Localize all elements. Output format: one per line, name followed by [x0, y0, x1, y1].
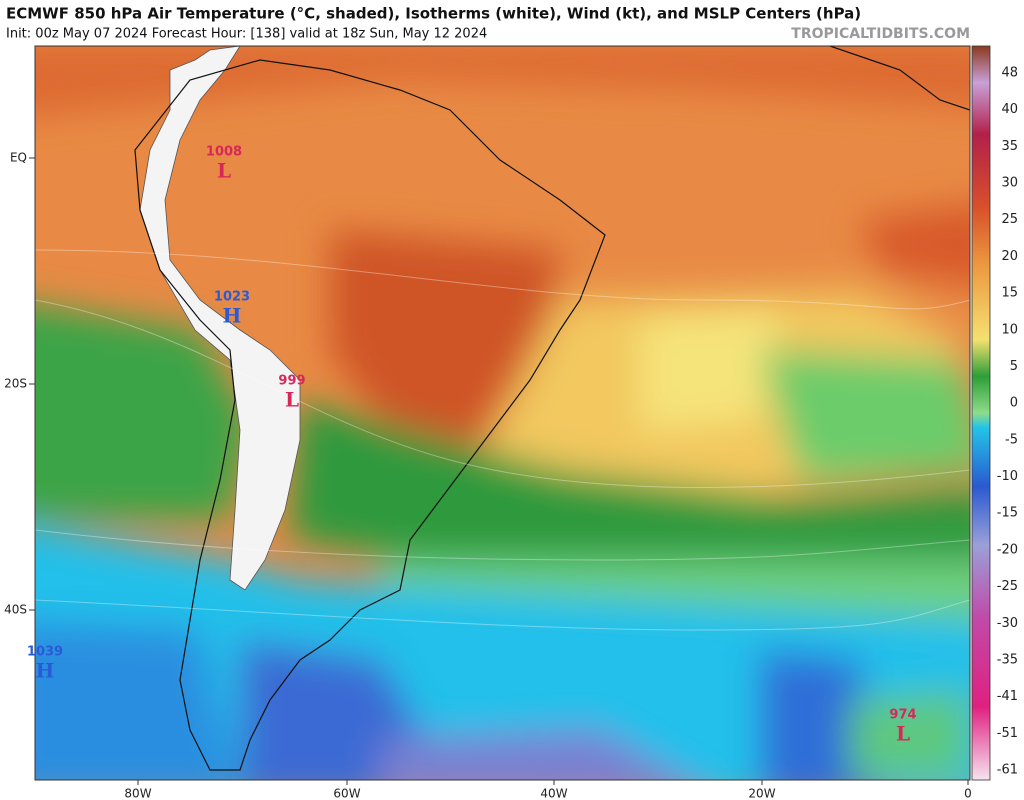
subtitle: Init: 00z May 07 2024 Forecast Hour: [13… [6, 27, 487, 42]
pressure-value: 974 [889, 708, 916, 723]
pressure-value: 1008 [206, 145, 242, 160]
pressure-symbol: L [896, 722, 910, 746]
title: ECMWF 850 hPa Air Temperature (°C, shade… [6, 5, 861, 23]
colorbar-label: -30 [997, 616, 1018, 631]
lon-label: 60W [333, 787, 360, 800]
colorbar-label: -61 [997, 763, 1018, 778]
lat-label: 20S [4, 377, 27, 391]
pressure-value: 999 [278, 374, 305, 389]
colorbar-label: 5 [1010, 359, 1018, 374]
lon-label: 80W [124, 787, 151, 800]
pressure-symbol: L [217, 159, 231, 183]
colorbar-label: 0 [1010, 396, 1018, 411]
pressure-symbol: H [223, 304, 242, 328]
colorbar-label: -5 [1005, 432, 1018, 447]
colorbar-label: -20 [997, 542, 1018, 557]
colorbar-label: -15 [997, 506, 1018, 521]
colorbar-label: 40 [1001, 102, 1018, 117]
colorbar-label: -35 [997, 652, 1018, 667]
lon-label: 20W [748, 787, 775, 800]
colorbar-label: 30 [1001, 176, 1018, 191]
pressure-symbol: L [285, 388, 299, 412]
colorbar-label: 20 [1001, 249, 1018, 264]
colorbar-label: 35 [1001, 139, 1018, 154]
colorbar-label: 15 [1001, 286, 1018, 301]
temperature-field [35, 46, 970, 780]
pressure-value: 1023 [214, 290, 250, 305]
credit: TROPICALTIDBITS.COM [791, 26, 970, 42]
pressure-value: 1039 [27, 645, 63, 660]
lat-label: EQ [10, 151, 27, 165]
colorbar-label: -25 [997, 579, 1018, 594]
colorbar-label: -51 [997, 726, 1018, 741]
map-frame [34, 45, 971, 781]
lon-label: 40W [540, 787, 567, 800]
lon-label: 0 [964, 787, 972, 800]
colorbar-label: 10 [1001, 322, 1018, 337]
pressure-symbol: H [36, 659, 55, 683]
colorbar-label: -41 [997, 689, 1018, 704]
colorbar-label: 48 [1001, 66, 1018, 81]
colorbar-label: -10 [997, 469, 1018, 484]
colorbar-label: 25 [1001, 212, 1018, 227]
lat-label: 40S [4, 603, 27, 617]
colorbar [971, 45, 991, 781]
